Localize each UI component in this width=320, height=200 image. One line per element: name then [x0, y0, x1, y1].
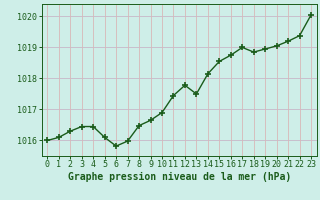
X-axis label: Graphe pression niveau de la mer (hPa): Graphe pression niveau de la mer (hPa)	[68, 172, 291, 182]
